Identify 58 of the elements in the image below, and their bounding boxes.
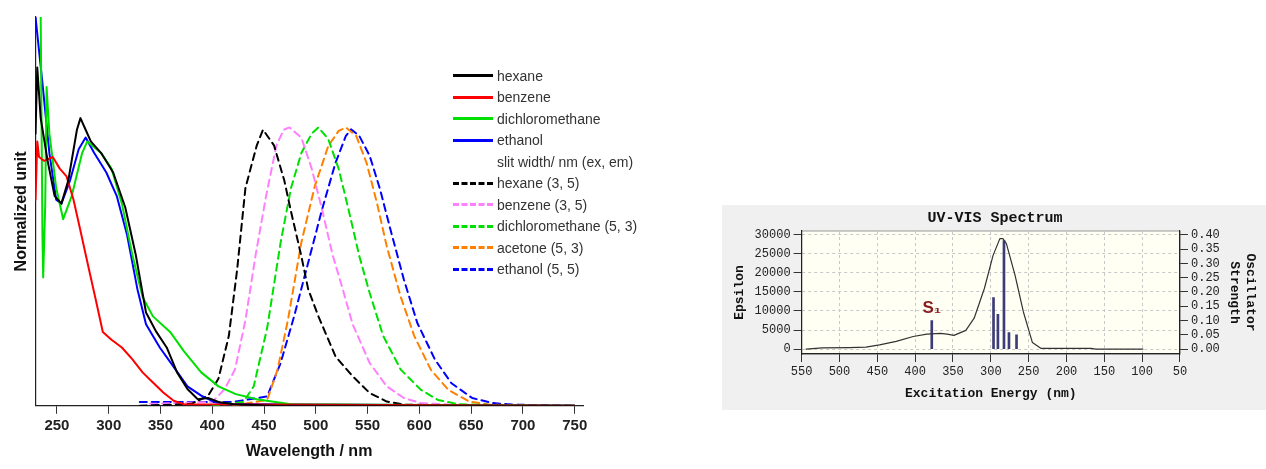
legend-label: ethanol (5, 5) [497,261,580,278]
y-tick-label: 25000 [754,247,791,262]
annotation: S₁ [922,298,941,318]
x-tick-label: 200 [1055,365,1078,380]
x-tick-label: 600 [406,415,432,433]
y2-axis-title: Oscillator Strength [1227,253,1258,332]
legend-label: ethanol [497,132,543,149]
y-tick-label: 30000 [754,227,791,242]
x-tick-label: 550 [355,415,381,433]
legend-label: hexane (3, 5) [497,175,580,192]
y2-tick-label: 0.20 [1191,285,1220,300]
x-tick-label: 300 [96,415,122,433]
y-axis-title: Normalized unit [12,150,30,272]
y-tick-label: 15000 [754,285,791,300]
x-tick-label: 400 [904,365,926,380]
legend-label: dichloromethane [497,110,601,127]
bar [1015,334,1018,349]
x-tick-label: 150 [1093,365,1116,380]
legend-label: benzene [497,89,551,106]
x-tick-label: 550 [790,365,813,380]
y-tick-label: 20000 [754,266,791,281]
x-tick-label: 650 [458,415,484,433]
x-tick-label: 500 [303,415,329,433]
x-axis-title: Wavelength / nm [245,441,373,459]
y-tick-label: 10000 [754,304,791,319]
bar [930,320,934,349]
bar [992,297,995,349]
x-tick-label: 100 [1131,365,1153,380]
x-tick-label: 400 [199,415,225,433]
y-tick-label: 0 [783,342,791,357]
x-tick-label: 250 [1017,365,1040,380]
chart-title: UV-VIS Spectrum [927,209,1063,227]
legend-label: dichloromethane (5, 3) [497,218,638,235]
annotation: slit width/ nm (ex, em) [497,153,634,170]
y2-tick-label: 0.00 [1191,342,1220,357]
y2-tick-label: 0.05 [1191,327,1220,342]
y2-tick-label: 0.30 [1191,256,1220,271]
y-tick-label: 5000 [761,323,791,338]
y2-tick-label: 0.25 [1191,270,1220,285]
x-tick-label: 450 [251,415,277,433]
x-tick-label: 700 [510,415,536,433]
x-tick-label: 350 [147,415,174,433]
x-tick-label: 750 [562,415,588,433]
y-axis-title: Epsilon [732,265,748,320]
y2-tick-label: 0.15 [1191,299,1220,314]
legend-label: benzene (3, 5) [497,196,588,213]
x-tick-label: 250 [44,415,70,433]
legend-label: hexane [497,67,543,84]
y2-tick-label: 0.35 [1191,242,1220,257]
x-tick-label: 500 [828,365,851,380]
legend-label: acetone (5, 3) [497,239,584,256]
y2-tick-label: 0.10 [1191,313,1220,328]
x-tick-label: 450 [866,365,889,380]
x-tick-label: 50 [1172,365,1188,380]
x-axis-title: Excitation Energy (nm) [904,386,1077,402]
x-tick-label: 300 [980,365,1002,380]
x-tick-label: 350 [942,365,964,380]
y2-tick-label: 0.40 [1191,227,1220,242]
